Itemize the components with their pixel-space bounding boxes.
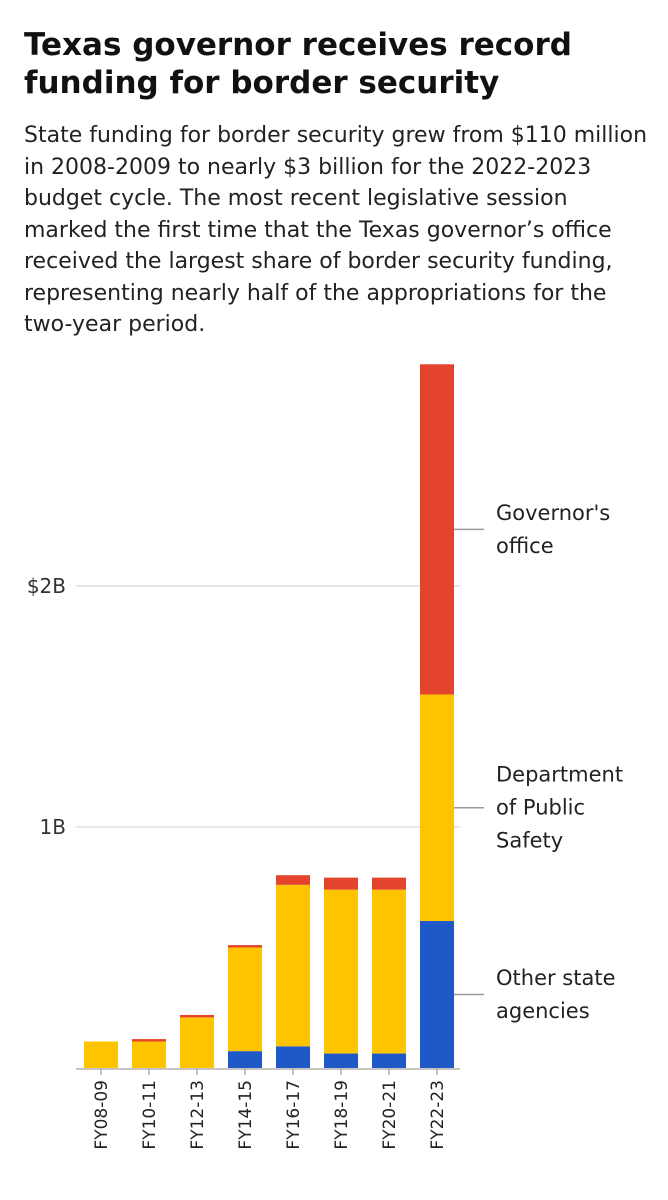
- series-label-line: Other state: [496, 966, 616, 990]
- bar-segment-governor-s-office-fy18-19: [324, 877, 358, 890]
- bars: [84, 364, 454, 1068]
- x-tick-label: FY20-21: [380, 1080, 400, 1150]
- bar-segment-other-state-agencies-fy14-15: [228, 1051, 262, 1068]
- series-label-department-of-public-safety: Department of Public Safety: [454, 763, 623, 853]
- series-label-line: office: [496, 534, 554, 558]
- x-tick-label: FY08-09: [92, 1080, 112, 1150]
- bar-segment-other-state-agencies-fy18-19: [324, 1053, 358, 1068]
- chart-subtitle: State funding for border security grew f…: [24, 123, 648, 337]
- y-tick-label: 1B: [40, 815, 66, 839]
- series-label-other-state-agencies: Other state agencies: [454, 966, 616, 1023]
- x-tick-label: FY18-19: [332, 1080, 352, 1150]
- series-label-line: of Public: [496, 796, 585, 820]
- x-tick-label: FY10-11: [140, 1080, 160, 1150]
- bar-segment-governor-s-office-fy20-21: [372, 877, 406, 890]
- gridlines: 1B $2B: [27, 574, 460, 839]
- series-labels: Governor's office Department of Public Safet…: [454, 501, 623, 1023]
- x-axis: FY08-09 FY10-11 FY12-13 FY14-15 FY16-17 FY18-…: [76, 1068, 460, 1150]
- bar-segment-governor-s-office-fy10-11: [132, 1039, 166, 1042]
- bar-segment-department-of-public-safety-fy16-17: [276, 884, 310, 1047]
- series-label-governor-s-office: Governor's office: [454, 501, 610, 558]
- bar-segment-department-of-public-safety-fy08-09: [84, 1041, 118, 1068]
- bar-segment-other-state-agencies-fy22-23: [420, 920, 454, 1068]
- series-label-line: Safety: [496, 829, 563, 853]
- bar-segment-department-of-public-safety-fy22-23: [420, 694, 454, 921]
- bar-segment-department-of-public-safety-fy12-13: [180, 1017, 214, 1068]
- bar-segment-department-of-public-safety-fy14-15: [228, 947, 262, 1052]
- y-tick-label: $2B: [27, 574, 66, 598]
- x-tick-label: FY22-23: [428, 1080, 448, 1150]
- chart-title: Texas governor receives record funding f…: [24, 27, 572, 101]
- bar-segment-other-state-agencies-fy20-21: [372, 1053, 406, 1068]
- x-tick-label: FY14-15: [236, 1080, 256, 1150]
- series-label-line: Governor's: [496, 501, 610, 525]
- bar-segment-other-state-agencies-fy16-17: [276, 1046, 310, 1068]
- x-tick-label: FY12-13: [188, 1080, 208, 1150]
- bar-segment-department-of-public-safety-fy20-21: [372, 889, 406, 1054]
- bar-segment-governor-s-office-fy14-15: [228, 945, 262, 948]
- bar-segment-department-of-public-safety-fy18-19: [324, 889, 358, 1054]
- bar-segment-governor-s-office-fy12-13: [180, 1014, 214, 1018]
- bar-segment-department-of-public-safety-fy10-11: [132, 1041, 166, 1068]
- series-label-line: agencies: [496, 999, 590, 1023]
- bar-segment-governor-s-office-fy16-17: [276, 875, 310, 885]
- series-label-line: Department: [496, 763, 623, 787]
- bar-segment-governor-s-office-fy22-23: [420, 364, 454, 695]
- x-tick-label: FY16-17: [284, 1080, 304, 1150]
